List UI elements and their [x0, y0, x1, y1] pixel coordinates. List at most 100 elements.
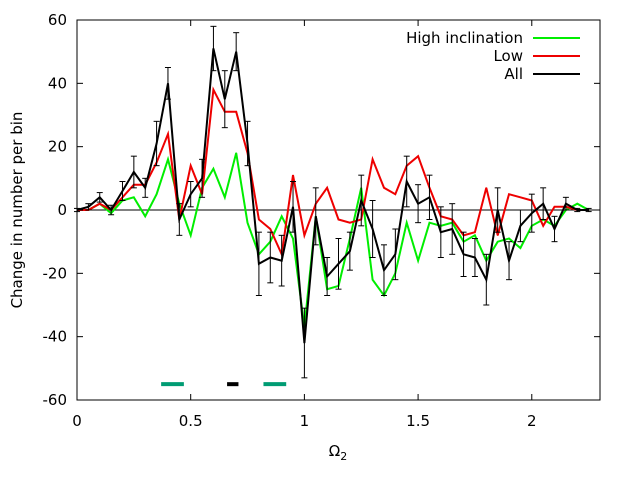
y-tick-label: -40 [43, 328, 68, 346]
error-bar [255, 231, 262, 296]
error-bar [346, 231, 353, 271]
data-point-low [508, 193, 510, 195]
error-bar [290, 181, 297, 233]
data-point-low [337, 218, 340, 221]
error-bar [96, 192, 103, 203]
data-point-low [167, 133, 169, 135]
data-point-high-inclination [224, 196, 226, 198]
legend-label-low: Low [493, 47, 523, 65]
data-point-high-inclination [417, 260, 419, 262]
error-bar [85, 203, 92, 211]
error-bar [187, 181, 194, 208]
error-bar [506, 241, 513, 281]
data-point-low [542, 225, 544, 227]
x-axis: 0 0.5 1 1.5 2 [72, 20, 537, 430]
y-tick-label: -60 [43, 391, 68, 409]
error-bar [176, 203, 183, 236]
data-point-low [474, 231, 476, 233]
error-bar [142, 177, 149, 198]
data-point-high-inclination [292, 237, 294, 240]
error-bar [312, 187, 319, 246]
error-bar [551, 215, 558, 243]
data-point-low [519, 196, 522, 198]
x-tick-label: 0 [72, 412, 82, 430]
error-bar [517, 209, 524, 243]
data-point-low [269, 228, 271, 230]
data-point-high-inclination [144, 215, 146, 217]
y-tick-label: 0 [57, 201, 67, 219]
error-bar [199, 158, 206, 198]
error-bar [392, 228, 399, 281]
data-point-high-inclination [372, 279, 374, 281]
error-bar [358, 174, 365, 227]
error-bar [108, 204, 115, 216]
error-bar [483, 253, 490, 306]
data-point-high-inclination [497, 241, 499, 243]
error-bar [233, 32, 240, 72]
data-point-high-inclination [190, 234, 192, 236]
error-bar [403, 155, 410, 208]
series-line-high-inclination [77, 152, 590, 328]
data-point-high-inclination [406, 222, 408, 224]
error-bar [574, 207, 581, 213]
x-axis-label: Ω2 [329, 442, 347, 463]
data-point-low [417, 155, 419, 157]
data-point-low [326, 187, 328, 189]
data-point-high-inclination [133, 196, 135, 198]
data-point-low [394, 193, 396, 195]
y-tick-label: -20 [43, 264, 68, 282]
data-point-low [372, 158, 374, 160]
error-bar [415, 184, 422, 224]
error-bar [426, 174, 433, 220]
error-bar [164, 67, 171, 100]
error-bar [380, 244, 387, 296]
data-point-low [235, 111, 237, 113]
data-point-high-inclination [167, 158, 169, 160]
error-bar [528, 193, 535, 233]
data-point-high-inclination [246, 222, 249, 224]
error-bar [119, 181, 126, 201]
error-bar [449, 203, 456, 255]
y-tick-label: 40 [48, 74, 67, 92]
data-point-high-inclination [576, 203, 578, 205]
error-bar [210, 25, 217, 72]
data-point-low [212, 89, 215, 91]
error-bar [221, 70, 228, 129]
data-point-high-inclination [474, 234, 476, 236]
data-point-low [303, 234, 305, 236]
series-line-all [76, 48, 589, 344]
error-bar [540, 187, 547, 220]
plot-area [74, 25, 600, 387]
error-bar [130, 155, 137, 189]
error-bar [301, 307, 308, 379]
y-axis: -60 -40 -20 0 20 40 60 [43, 11, 600, 409]
data-point-high-inclination [428, 222, 431, 224]
x-tick-label: 2 [527, 412, 537, 430]
error-bar [278, 234, 285, 287]
error-bar [585, 207, 592, 213]
data-point-low [190, 165, 192, 167]
error-bar [335, 238, 342, 290]
data-point-low [497, 234, 499, 236]
error-bar [562, 196, 569, 211]
error-bar [471, 238, 478, 277]
y-axis-label: Change in number per bin [8, 112, 26, 309]
error-bar [460, 231, 467, 277]
x-tick-label: 1 [300, 412, 310, 430]
x-tick-label: 1.5 [406, 412, 430, 430]
error-bar [324, 257, 331, 296]
data-point-high-inclination [212, 168, 215, 170]
error-bar [437, 206, 444, 258]
data-point-high-inclination [281, 215, 283, 217]
series-line-low [77, 86, 589, 258]
error-bar [494, 187, 501, 233]
data-point-high-inclination [519, 247, 522, 249]
data-point-low [99, 203, 101, 205]
data-point-low [553, 206, 556, 208]
data-point-low [258, 218, 260, 221]
data-point-low [349, 222, 351, 224]
y-tick-label: 20 [48, 138, 67, 156]
data-point-high-inclination [508, 237, 510, 240]
